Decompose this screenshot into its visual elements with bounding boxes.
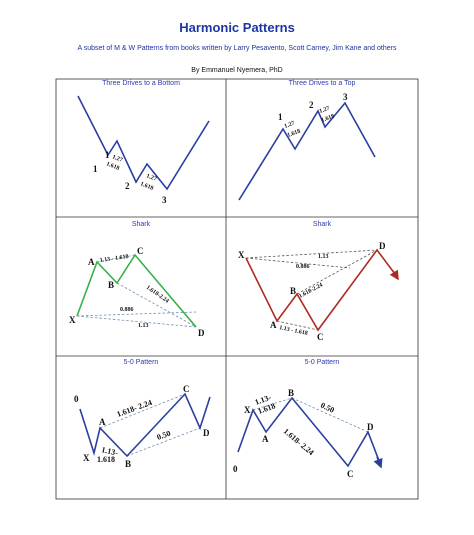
page-subtitle: A subset of M & W Patterns from books wr…	[77, 45, 397, 52]
pattern-line	[77, 95, 210, 191]
grid-border	[55, 78, 419, 500]
point-d-label: D	[367, 422, 374, 432]
ratio-label: 1.618- 2.24	[116, 398, 154, 419]
pattern-line	[76, 253, 197, 328]
point-d-label: D	[203, 428, 210, 438]
dashed-guide	[96, 254, 136, 263]
point-x-label: X	[83, 453, 90, 463]
panel-shark-red: Shark X A B C D 1.13 0.886 1.618-2.24 1.…	[238, 221, 399, 342]
ratio-label: 1.13 - 1.618	[279, 325, 309, 337]
dashed-guide	[252, 397, 293, 411]
author-credit: By Emmanuel Nyemera, PhD	[191, 67, 283, 74]
point-x-label: X	[69, 315, 76, 325]
continuation-arrow	[373, 456, 383, 469]
ratio-label: 1.27	[145, 173, 157, 182]
drive-2-label: 2	[309, 100, 314, 110]
point-d-label: D	[379, 241, 386, 251]
point-c-label: C	[137, 246, 144, 256]
pattern-line	[238, 101, 376, 201]
panel-five-zero-right: 5-0 Pattern 0 X A B C D 1.13- 1.618 0.50…	[233, 359, 383, 479]
ratio-label: 1.618-2.24	[145, 285, 170, 305]
ratio-label: 1.13	[138, 323, 149, 329]
point-c-label: C	[347, 469, 354, 479]
ratio-label: 0.886	[296, 264, 310, 270]
dashed-guide	[116, 282, 197, 328]
dashed-guide	[276, 320, 319, 331]
panel-title: Three Drives to a Top	[289, 80, 356, 87]
point-b-label: B	[288, 388, 294, 398]
dashed-guide	[296, 249, 378, 295]
point-d-label: D	[198, 328, 205, 338]
drive-1-label: 1	[278, 112, 283, 122]
ratio-label: 1.13-	[101, 445, 119, 457]
dashed-guide	[76, 311, 197, 317]
ratio-label: 1.618	[97, 455, 115, 464]
ratio-label: 0.886	[120, 307, 134, 313]
point-c-label: C	[183, 384, 190, 394]
panel-title: 5-0 Pattern	[305, 359, 340, 366]
ratio-label: 1.13 - 1.618	[99, 254, 129, 264]
ratio-label: 1.618	[321, 114, 336, 124]
dashed-guide	[291, 397, 369, 433]
ratio-label: 1.618	[287, 129, 302, 139]
point-a-label: A	[88, 257, 95, 267]
ratio-label: 1.27	[284, 121, 296, 130]
ratio-label: 1.618- 2.24	[282, 427, 316, 457]
point-a-label: A	[262, 434, 269, 444]
panel-title: Shark	[313, 221, 332, 228]
drive-3-label: 3	[343, 92, 348, 102]
ratio-label: 1.618	[105, 161, 120, 172]
continuation-arrow	[389, 269, 399, 281]
point-x-label: X	[238, 250, 245, 260]
panel-three-drives-top: Three Drives to a Top 1 2 3 1.27 1.618 1…	[238, 80, 376, 201]
dashed-guide	[126, 427, 201, 457]
ratio-label: 0.50	[319, 401, 335, 415]
page-title: Harmonic Patterns	[179, 20, 295, 35]
pattern-line	[245, 248, 399, 332]
dashed-guide	[99, 393, 186, 429]
ratio-label: 1.618	[139, 181, 154, 192]
point-0-label: 0	[74, 394, 79, 404]
pattern-line	[237, 396, 382, 468]
panel-title: 5-0 Pattern	[124, 359, 159, 366]
point-b-label: B	[125, 459, 131, 469]
dashed-guide	[245, 257, 351, 269]
dashed-guide	[76, 315, 197, 328]
pattern-line	[79, 392, 211, 458]
point-x-label: X	[244, 405, 251, 415]
drive-2-label: 2	[125, 181, 130, 191]
point-b-label: B	[290, 286, 296, 296]
point-b-label: B	[108, 280, 114, 290]
ratio-label: 1.27	[319, 106, 331, 115]
panel-five-zero-left: 5-0 Pattern 0 X A B C D 1.618- 2.24 0.50…	[74, 359, 211, 469]
point-0-label: 0	[233, 464, 238, 474]
drive-3-label: 3	[162, 195, 167, 205]
drive-1-label: 1	[105, 150, 110, 160]
ratio-label: 0.50	[156, 429, 172, 442]
dashed-guide	[245, 249, 379, 259]
panel-title: Shark	[132, 221, 151, 228]
point-a-label: A	[99, 417, 106, 427]
panel-shark-green: Shark X A B C D 1.13 - 1.618 1.618-2.24 …	[69, 221, 205, 338]
point-a-label: A	[270, 320, 277, 330]
panel-three-drives-bottom: Three Drives to a Bottom 1 1 2 3 1.27 1.…	[77, 80, 210, 205]
ratio-label: 1.13	[318, 254, 329, 260]
point-c-label: C	[317, 332, 324, 342]
panel-title: Three Drives to a Bottom	[102, 80, 180, 87]
drive-1-point: 1	[93, 164, 98, 174]
ratio-label: 1.27	[111, 154, 123, 163]
